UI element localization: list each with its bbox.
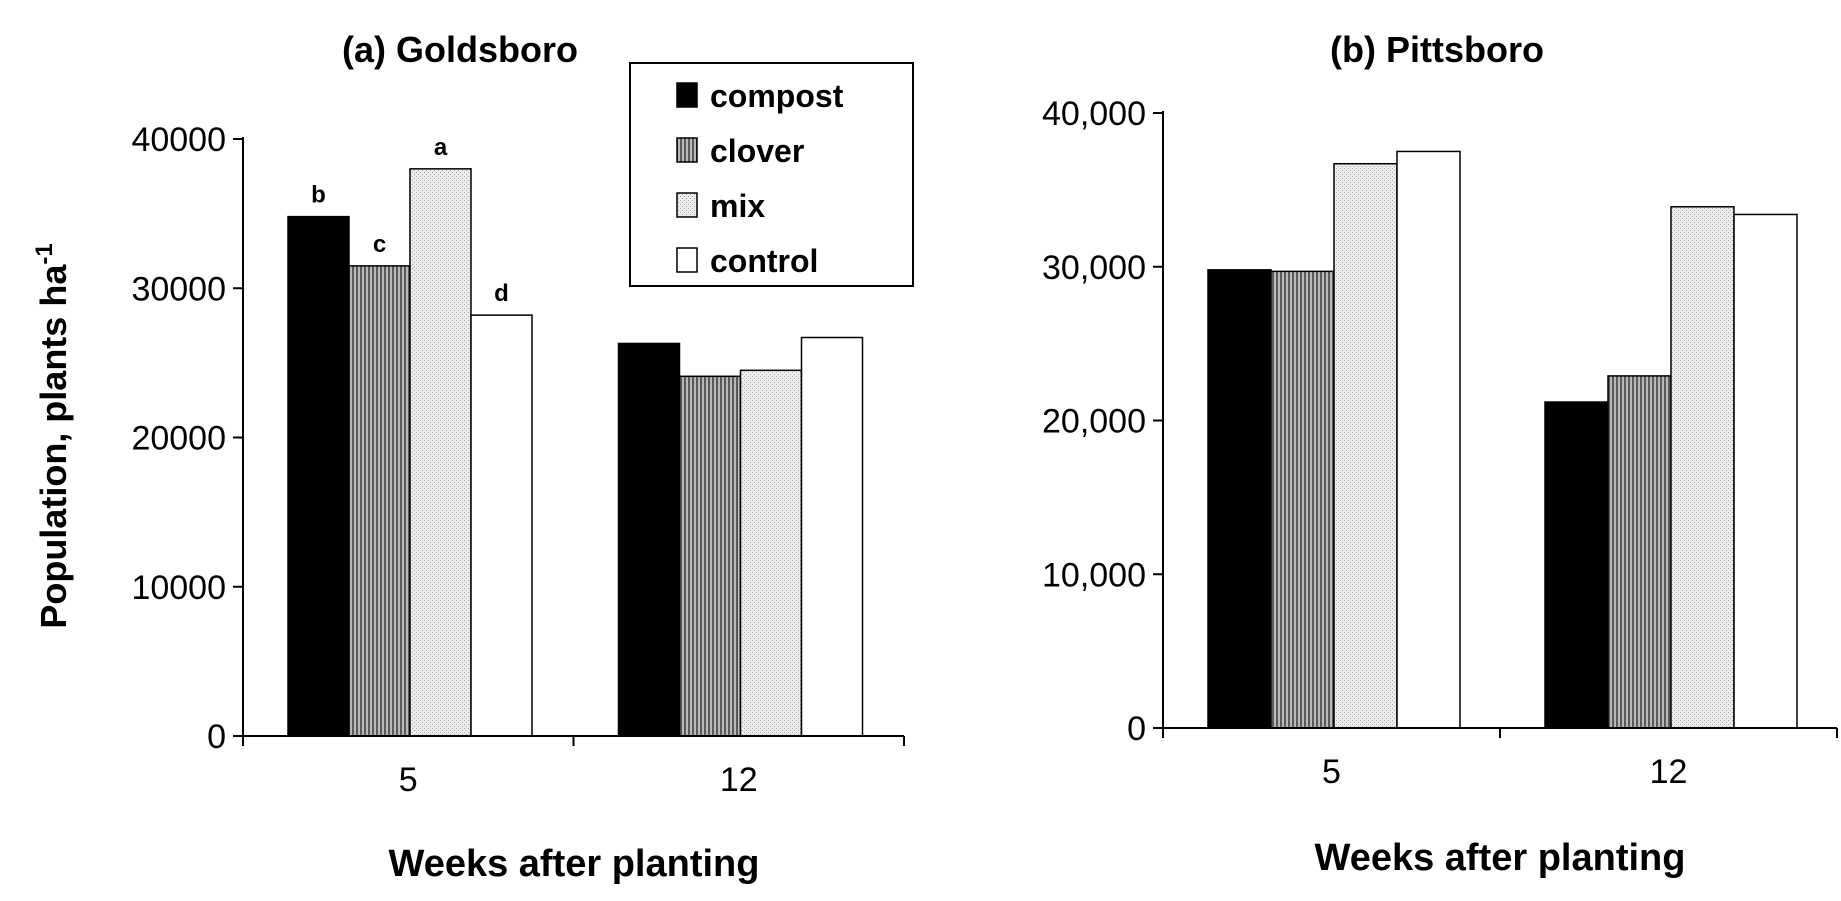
y-tick-label: 30,000 [1042, 249, 1146, 287]
x-axis-title: Weeks after planting [389, 843, 760, 885]
y-tick-label: 40000 [131, 121, 226, 159]
bar-mix-5 [1333, 162, 1398, 729]
x-tick-label: 12 [720, 761, 758, 799]
panel-title: (a) Goldsboro [342, 29, 578, 70]
bar-mix-12 [739, 369, 803, 737]
y-tick-label: 20000 [131, 420, 226, 458]
legend-label-mix: mix [710, 188, 765, 224]
bar-control-12 [800, 336, 864, 737]
x-tick-label: 5 [399, 761, 418, 799]
legend-label-control: control [710, 243, 818, 279]
legend-label-compost: compost [710, 78, 844, 114]
bar-compost-12 [1544, 401, 1609, 729]
bar-compost-5 [287, 215, 350, 737]
legend-swatch-compost [676, 82, 698, 108]
y-tick-label: 30000 [131, 270, 226, 308]
y-tick-label: 10,000 [1042, 556, 1146, 594]
bar-clover-5 [348, 265, 411, 737]
bar-control-12 [1733, 213, 1798, 729]
y-tick-label: 20,000 [1042, 403, 1146, 441]
bar-mix-12 [1670, 206, 1735, 729]
y-tick-label: 0 [207, 718, 226, 756]
y-tick-label: 10000 [131, 569, 226, 607]
legend: compost clover mix control [629, 62, 914, 287]
significance-label: d [494, 280, 509, 307]
y-axis-title: Population, plants ha-1 [31, 243, 74, 628]
legend-swatch-control [676, 247, 698, 273]
significance-label: b [311, 182, 326, 209]
bar-clover-12 [1607, 375, 1672, 729]
bar-compost-12 [617, 342, 681, 737]
x-tick-label: 12 [1650, 753, 1688, 791]
significance-label: c [373, 231, 386, 258]
bar-mix-5 [409, 168, 472, 737]
bar-control-5 [470, 314, 533, 737]
panel-pittsboro: (b) Pittsboro 0 10,000 20,000 30,000 40,000 5 1… [1042, 29, 1838, 879]
bar-clover-5 [1270, 270, 1335, 729]
bar-clover-12 [678, 375, 742, 737]
bar-control-5 [1396, 150, 1461, 729]
panel-title: (b) Pittsboro [1330, 29, 1544, 70]
legend-swatch-mix [676, 192, 698, 218]
legend-label-clover: clover [710, 133, 804, 169]
legend-swatch-clover [676, 137, 698, 163]
bar-compost-5 [1207, 269, 1272, 729]
panel-goldsboro: (a) Goldsboro b c a d 0 10000 20000 30000 40000 5 1… [31, 29, 905, 885]
x-tick-label: 5 [1322, 753, 1341, 791]
y-tick-label: 40,000 [1042, 95, 1146, 133]
y-axis-title-superscript: -1 [31, 243, 58, 264]
significance-label: a [434, 134, 448, 161]
y-tick-label: 0 [1127, 710, 1146, 748]
x-axis-title: Weeks after planting [1315, 837, 1686, 879]
